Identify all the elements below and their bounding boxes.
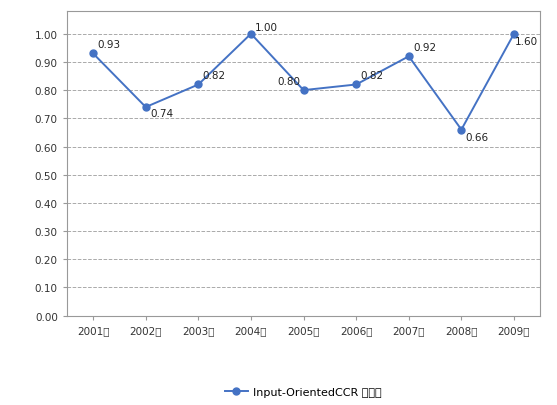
Text: 0.82: 0.82: [203, 71, 226, 81]
Text: 1.60: 1.60: [515, 37, 538, 47]
Text: 0.92: 0.92: [413, 43, 436, 53]
Text: 0.93: 0.93: [97, 40, 120, 50]
Legend: Input-OrientedCCR 효율성: Input-OrientedCCR 효율성: [221, 383, 386, 401]
Text: 0.74: 0.74: [150, 109, 173, 119]
Text: 0.80: 0.80: [277, 77, 300, 87]
Text: 1.00: 1.00: [255, 23, 278, 33]
Text: 0.66: 0.66: [466, 133, 488, 143]
Text: 0.82: 0.82: [360, 71, 384, 81]
